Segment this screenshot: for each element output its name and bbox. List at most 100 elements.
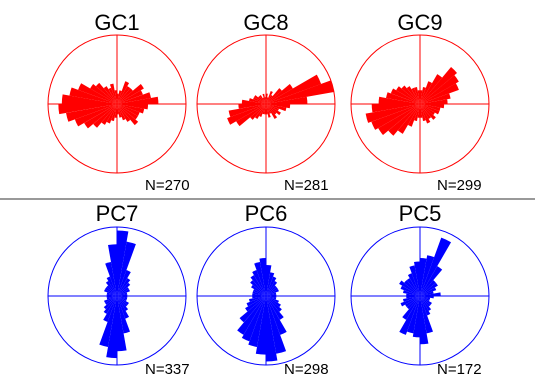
rose-petal [420, 296, 432, 311]
rose-petal [399, 296, 420, 335]
rose-petal [106, 296, 117, 359]
rose-petal [114, 104, 117, 118]
rose-petal [117, 88, 133, 104]
rose-petal [266, 285, 277, 296]
rose-petal [420, 296, 429, 345]
sample-count-label: N=172 [437, 361, 482, 378]
rose-petal [266, 104, 277, 115]
rose-petal [266, 97, 269, 104]
rose-petal [114, 90, 117, 104]
rose-petal [108, 87, 117, 104]
rose-petal [241, 99, 266, 104]
rose-petal [420, 258, 427, 296]
rose-petal [117, 292, 128, 296]
rose-petal [365, 104, 420, 123]
rose-petal [117, 296, 127, 352]
rose-petal [117, 287, 129, 296]
rose-petal [420, 280, 436, 296]
rose-petal [117, 282, 131, 296]
rose-petal [74, 104, 117, 127]
rose-petal [103, 296, 117, 314]
rose-petal [117, 296, 130, 334]
rose-petal [266, 104, 291, 109]
rose-petal [266, 91, 273, 104]
sample-count-label: N=298 [284, 361, 329, 378]
sample-count-label: N=270 [145, 177, 190, 194]
rose-petal [254, 95, 266, 104]
rose-petal [420, 81, 433, 104]
rose-petal [117, 296, 129, 305]
rose-panel-pc6: PC6 N=298 [196, 201, 336, 378]
rose-petal [266, 88, 282, 104]
rose-petal [409, 265, 420, 296]
rose-petal [402, 296, 420, 320]
rose-title: PC5 [399, 201, 442, 226]
rose-petal [236, 104, 266, 127]
rose-petal [117, 104, 139, 126]
rose-petal [420, 104, 445, 109]
rose-petal [239, 296, 266, 323]
rose-petal [417, 104, 420, 118]
rose-petal [117, 96, 159, 104]
rose-petal [407, 296, 420, 334]
rose-petal [117, 296, 128, 300]
rose-petal [90, 84, 117, 104]
rose-petal [84, 104, 117, 129]
rose-petal [117, 104, 138, 120]
rose-petal [414, 104, 420, 121]
rose-petal [241, 296, 266, 342]
rose-petal [117, 92, 151, 104]
rose-petal [117, 104, 126, 121]
rose-petal [386, 92, 420, 104]
rose-petal [117, 90, 122, 104]
rose-petal [420, 99, 448, 104]
rose-petal [108, 244, 117, 296]
rose-petal [259, 95, 266, 104]
rose-petal [117, 241, 136, 296]
rose-petal [266, 104, 271, 118]
rose-petal [420, 90, 423, 104]
rose-petal [117, 289, 130, 296]
rose-petal [406, 278, 420, 296]
rose-petal [117, 296, 127, 302]
rose-petal [78, 83, 117, 104]
rose-petal [111, 104, 117, 121]
sample-count-label: N=281 [284, 177, 329, 194]
rose-petal [414, 87, 420, 104]
rose-petal [105, 287, 117, 296]
rose-petal [117, 296, 130, 319]
rose-petal [420, 282, 438, 296]
rose-petal [420, 291, 434, 296]
rose-panel-pc7: PC7 N=337 [47, 201, 190, 378]
rose-petal [378, 104, 420, 136]
rose-petal [406, 296, 420, 310]
rose-petal [61, 94, 117, 104]
rose-petal [420, 296, 433, 334]
rose-panel-gc1: GC1 N=270 [47, 10, 190, 194]
rose-petal [109, 83, 117, 104]
rose-petal [117, 104, 140, 117]
rose-petal [103, 296, 117, 322]
rose-petal [420, 104, 441, 112]
rose-petal [117, 86, 131, 104]
rose-petal [253, 289, 266, 296]
rose-petal [420, 74, 443, 104]
rose-petal [117, 104, 149, 110]
rose-petal [266, 272, 275, 296]
rose-petal [237, 296, 266, 335]
rose-petal [420, 104, 426, 121]
rose-petal [266, 74, 322, 104]
rose-petal [420, 296, 432, 305]
rose-petal [117, 104, 145, 114]
rose-petal [262, 93, 266, 104]
rose-petal [420, 237, 452, 296]
rose-petal [245, 296, 266, 312]
rose-petal [371, 104, 420, 130]
rose-petal [266, 104, 278, 119]
rose-petal [117, 270, 131, 296]
rose-petal [420, 104, 431, 124]
rose-petal [405, 296, 420, 308]
rose-petal [266, 104, 281, 116]
rose-petal [407, 104, 420, 127]
